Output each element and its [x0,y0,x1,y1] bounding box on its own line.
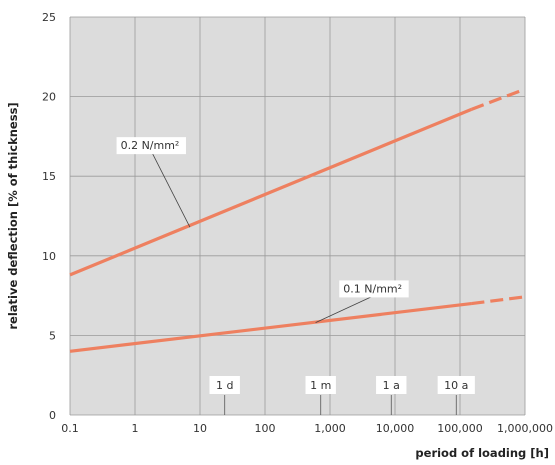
x-tick-label: 1 [132,422,139,435]
series-label-leader [151,151,191,228]
series-lines [69,88,523,353]
y-tick-label: 10 [42,250,56,263]
time-marker-label: 1 d [216,379,233,392]
x-tick-label: 1,000 [314,422,346,435]
time-marker-label: 1 m [310,379,331,392]
series-line [69,107,473,277]
series-label: 0.1 N/mm² [343,282,402,295]
time-marker-label: 1 a [383,379,400,392]
y-tick-label: 15 [42,170,56,183]
time-marker-box [437,376,475,394]
x-tick-label: 100 [255,422,276,435]
series-extrapolation [471,295,523,306]
x-axis-title: period of loading [h] [415,446,549,460]
time-marker-label: 10 a [444,379,468,392]
series-label-leader [315,295,375,324]
series-label-box [339,280,409,298]
time-marker-box [209,376,240,394]
y-tick-label: 0 [49,409,56,422]
time-markers: 1 d 1 m 1 a 10 a [209,376,475,415]
grid [69,16,526,416]
series-labels: 0.2 N/mm² 0.1 N/mm² [116,137,409,324]
y-tick-label: 20 [42,91,56,104]
series-label: 0.2 N/mm² [121,139,180,152]
x-tick-label: 100,000 [437,422,483,435]
axis-ticks: 0.1 1 10 100 1,000 10,000 100,000 1,000,000 0 5 10… [42,11,553,435]
time-marker-box [305,376,336,394]
y-tick-label: 25 [42,11,56,24]
x-tick-label: 1,000,000 [497,422,553,435]
x-tick-label: 10,000 [376,422,415,435]
plot-area [70,17,525,415]
series-extrapolation [470,88,523,111]
x-tick-label: 0.1 [61,422,79,435]
series-label-box [116,137,186,155]
time-marker-box [376,376,407,394]
series-line [69,301,472,353]
x-tick-label: 10 [193,422,207,435]
y-tick-label: 5 [49,329,56,342]
y-axis-title: relative deflection [% of thickness] [6,102,20,329]
